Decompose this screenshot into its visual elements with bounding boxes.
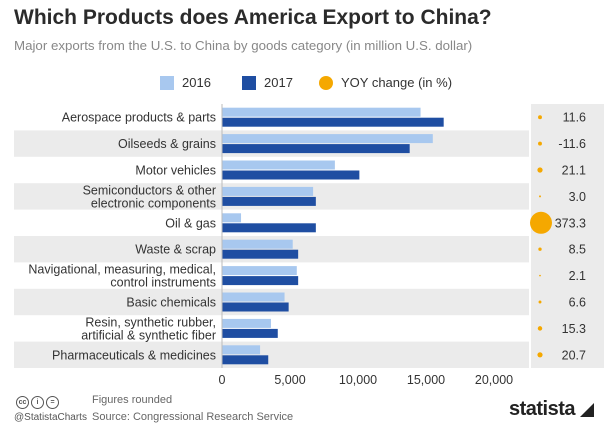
- yoy-label: 6.6: [569, 296, 586, 310]
- category-label-line: Navigational, measuring, medical,: [28, 263, 216, 277]
- yoy-dot: [539, 195, 541, 198]
- yoy-label: 2.1: [569, 269, 586, 283]
- yoy-panel: [530, 104, 604, 368]
- bar-2016: [222, 266, 297, 276]
- statista-handle: @StatistaCharts: [14, 412, 87, 423]
- yoy-label: 11.6: [563, 111, 586, 125]
- category-label: Pharmaceuticals & medicines: [52, 348, 216, 362]
- bar-2016: [222, 318, 271, 328]
- bar-2016: [222, 160, 335, 170]
- category-label-line: control instruments: [110, 276, 216, 290]
- legend-swatch-2016: [160, 75, 174, 90]
- legend-label-2016: 2016: [182, 75, 211, 90]
- yoy-label: 373.3: [555, 216, 586, 230]
- category-label: Basic chemicals: [126, 296, 216, 310]
- category-label: Semiconductors & other electronic compone…: [83, 183, 216, 210]
- category-label: Aerospace products & parts: [62, 111, 216, 125]
- category-label: Resin, synthetic rubber, artificial & syn…: [81, 315, 216, 342]
- yoy-label: 21.1: [562, 164, 586, 178]
- row-band: [14, 341, 530, 368]
- statista-logo[interactable]: statista: [509, 398, 596, 421]
- bar-2017: [222, 223, 316, 233]
- bar-2016: [222, 239, 293, 249]
- x-tick-label: 20,000: [475, 373, 513, 386]
- yoy-dot: [537, 326, 543, 331]
- category-label-line: Pharmaceuticals & medicines: [52, 348, 216, 362]
- bar-chart: Aerospace products & parts 11.6 Oilseeds &…: [14, 104, 604, 386]
- bar-2017: [222, 170, 360, 180]
- bar-2016: [222, 292, 285, 302]
- bar-2016: [222, 213, 242, 223]
- yoy-dot: [530, 211, 552, 234]
- bar-2017: [222, 328, 278, 338]
- yoy-dot: [537, 352, 543, 358]
- category-label-line: Waste & scrap: [135, 243, 216, 257]
- yoy-label: 20.7: [562, 348, 586, 362]
- category-label: Oilseeds & grains: [118, 137, 216, 151]
- bar-2017: [222, 355, 269, 365]
- x-tick-label: 0: [219, 373, 226, 386]
- yoy-dot: [538, 247, 542, 251]
- yoy-dot: [538, 141, 542, 146]
- yoy-label: 8.5: [569, 243, 586, 257]
- yoy-dot: [538, 300, 542, 304]
- category-label: Oil & gas: [165, 216, 216, 230]
- legend-label-yoy: YOY change (in %): [341, 75, 453, 90]
- category-label-line: Resin, synthetic rubber,: [85, 315, 216, 329]
- legend-swatch-2017: [242, 75, 256, 90]
- bar-2017: [222, 302, 289, 312]
- bar-2017: [222, 276, 299, 286]
- category-label-line: artificial & synthetic fiber: [81, 328, 216, 342]
- bar-2017: [222, 144, 410, 154]
- bar-2017: [222, 117, 444, 127]
- license-icons: cc i =: [16, 396, 59, 409]
- category-label: Navigational, measuring, medical, control…: [28, 263, 216, 290]
- legend-item-2016: 2016: [160, 75, 211, 90]
- category-label-line: Aerospace products & parts: [62, 111, 216, 125]
- category-label-line: electronic components: [91, 196, 216, 210]
- chart-subtitle: Major exports from the U.S. to China by …: [14, 38, 473, 53]
- bar-2016: [222, 107, 421, 117]
- statista-wordmark: statista: [508, 398, 576, 420]
- yoy-dot: [537, 167, 543, 173]
- category-label-line: Oil & gas: [165, 216, 216, 230]
- legend: 2016 2017 YOY change (in %): [0, 75, 608, 95]
- x-tick-label: 5,000: [274, 373, 305, 386]
- yoy-dot: [539, 274, 541, 277]
- statista-mark-icon: [580, 402, 594, 417]
- footer-note: Figures rounded: [92, 394, 173, 406]
- bar-2016: [222, 345, 261, 355]
- x-tick-label: 15,000: [407, 373, 445, 386]
- attribution-icon: i: [31, 396, 44, 409]
- yoy-label: -11.6: [558, 137, 586, 151]
- bar-2016: [222, 134, 433, 144]
- yoy-dot: [538, 115, 542, 120]
- yoy-label: 15.3: [562, 322, 586, 336]
- no-derivatives-icon: =: [46, 396, 59, 409]
- category-label: Waste & scrap: [135, 243, 216, 257]
- legend-item-2017: 2017: [242, 75, 293, 90]
- bar-2017: [222, 249, 299, 259]
- chart-title: Which Products does America Export to Ch…: [14, 6, 492, 29]
- legend-item-yoy: YOY change (in %): [319, 75, 452, 90]
- category-label-line: Semiconductors & other: [83, 183, 216, 197]
- yoy-label: 3.0: [569, 190, 586, 204]
- category-label-line: Motor vehicles: [135, 164, 216, 178]
- footer-source: Source: Congressional Research Service: [92, 411, 294, 423]
- x-tick-label: 10,000: [339, 373, 377, 386]
- legend-dot-yoy: [319, 75, 333, 90]
- cc-icon: cc: [16, 396, 29, 409]
- category-label-line: Basic chemicals: [126, 296, 216, 310]
- category-label-line: Oilseeds & grains: [118, 137, 216, 151]
- bar-2017: [222, 196, 316, 206]
- bar-2016: [222, 186, 314, 196]
- legend-label-2017: 2017: [264, 75, 293, 90]
- category-label: Motor vehicles: [135, 164, 216, 178]
